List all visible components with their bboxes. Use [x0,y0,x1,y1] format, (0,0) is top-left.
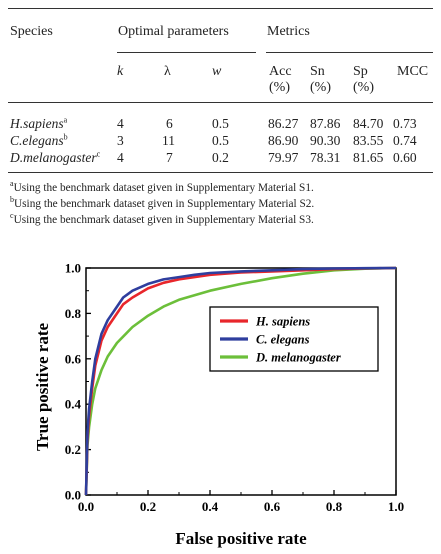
table-row: C.elegansb [10,132,68,148]
acc-value: 86.27 [268,116,299,131]
table-row: H.sapiensa [10,115,68,131]
table-row: D.melanogasterc [10,149,101,165]
y-tick-label: 1.0 [65,261,81,276]
acc-value: 79.97 [268,150,299,165]
series-line-h-sapiens [84,266,397,496]
lambda-value: 7 [166,150,173,165]
mcc-value: 0.73 [393,116,417,131]
y-tick-label: 0.6 [65,351,82,366]
mcc-value: 0.74 [393,133,417,148]
y-axis-title: True positive rate [33,323,52,452]
sn-value: 87.86 [310,116,341,131]
lambda-value: 6 [166,116,173,131]
x-tick-label: 1.0 [388,499,404,514]
y-tick-label: 0.0 [65,488,81,503]
w-header: w [212,64,222,79]
footnote: aUsing the benchmark dataset given in Su… [10,179,314,194]
legend-label: D. melanogaster [255,351,341,365]
sp-value: 83.55 [353,133,384,148]
w-value: 0.5 [212,133,229,148]
footnote: bUsing the benchmark dataset given in Su… [10,195,315,210]
legend-label: H. sapiens [255,315,310,329]
sp-value: 84.70 [353,116,384,131]
series-line-c-elegans [84,266,397,496]
x-axis-title: False positive rate [175,529,307,548]
mcc-header: MCC [397,64,429,79]
lambda-header: λ [164,64,171,79]
metrics-group-rule [266,52,433,53]
series-line-d-melanogaster [84,266,397,496]
lambda-value: 11 [162,133,175,148]
table-top-rule [8,8,433,9]
mcc-value: 0.60 [393,150,417,165]
footnote: cUsing the benchmark dataset given in Su… [10,211,314,226]
x-tick-label: 0.6 [264,499,281,514]
species-name: D.melanogaster [10,150,97,165]
legend-label: C. elegans [256,333,310,347]
k-value: 4 [117,116,124,131]
k-value: 4 [117,150,124,165]
y-tick-label: 0.2 [65,442,81,457]
x-tick-label: 0.4 [202,499,219,514]
w-value: 0.2 [212,150,229,165]
x-tick-label: 0.8 [326,499,343,514]
k-value: 3 [117,133,124,148]
x-tick-label: 0.0 [78,499,94,514]
species-header: Species [10,24,53,39]
k-header: k [117,64,124,79]
sn-header: Sn (%) [310,64,331,95]
metrics-header: Metrics [267,24,310,39]
y-tick-label: 0.4 [65,397,82,412]
species-name: C.elegans [10,133,64,148]
header-bottom-rule [8,102,433,103]
w-value: 0.5 [212,116,229,131]
acc-value: 86.90 [268,133,299,148]
species-name: H.sapiens [10,116,64,131]
sp-value: 81.65 [353,150,384,165]
table-bottom-rule [8,172,433,173]
optimal-parameters-header: Optimal parameters [118,24,229,39]
sn-value: 90.30 [310,133,341,148]
y-tick-label: 0.8 [65,306,82,321]
roc-chart: 0.0 0.2 0.4 0.6 0.8 1.0 0.0 0.2 0.4 0.6 0.8 1.0 H. … [33,261,404,549]
params-group-rule [117,52,256,53]
sn-value: 78.31 [310,150,341,165]
sp-header: Sp (%) [353,64,374,95]
x-tick-label: 0.2 [140,499,156,514]
acc-header: Acc (%) [269,64,292,95]
plot-frame [85,267,397,496]
